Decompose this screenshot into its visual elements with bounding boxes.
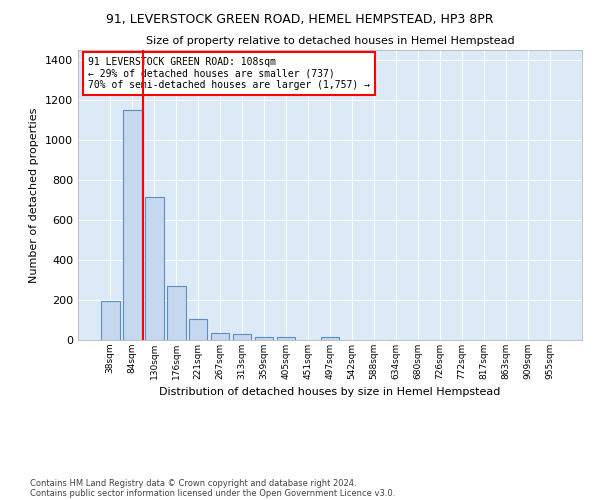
Y-axis label: Number of detached properties: Number of detached properties	[29, 108, 40, 282]
Bar	[123, 110, 142, 340]
Text: Contains public sector information licensed under the Open Government Licence v3: Contains public sector information licen…	[30, 488, 395, 498]
Bar	[145, 197, 164, 340]
Text: 91 LEVERSTOCK GREEN ROAD: 108sqm
← 29% of detached houses are smaller (737)
70% : 91 LEVERSTOCK GREEN ROAD: 108sqm ← 29% o…	[88, 57, 370, 90]
Bar	[233, 334, 251, 340]
Text: 91, LEVERSTOCK GREEN ROAD, HEMEL HEMPSTEAD, HP3 8PR: 91, LEVERSTOCK GREEN ROAD, HEMEL HEMPSTE…	[106, 12, 494, 26]
Bar	[255, 337, 274, 340]
Bar	[320, 337, 340, 340]
Bar	[189, 318, 208, 340]
Bar	[101, 301, 119, 340]
Title: Size of property relative to detached houses in Hemel Hempstead: Size of property relative to detached ho…	[146, 36, 514, 46]
Bar	[277, 338, 295, 340]
X-axis label: Distribution of detached houses by size in Hemel Hempstead: Distribution of detached houses by size …	[160, 388, 500, 398]
Bar	[211, 333, 229, 340]
Text: Contains HM Land Registry data © Crown copyright and database right 2024.: Contains HM Land Registry data © Crown c…	[30, 478, 356, 488]
Bar	[167, 286, 185, 340]
